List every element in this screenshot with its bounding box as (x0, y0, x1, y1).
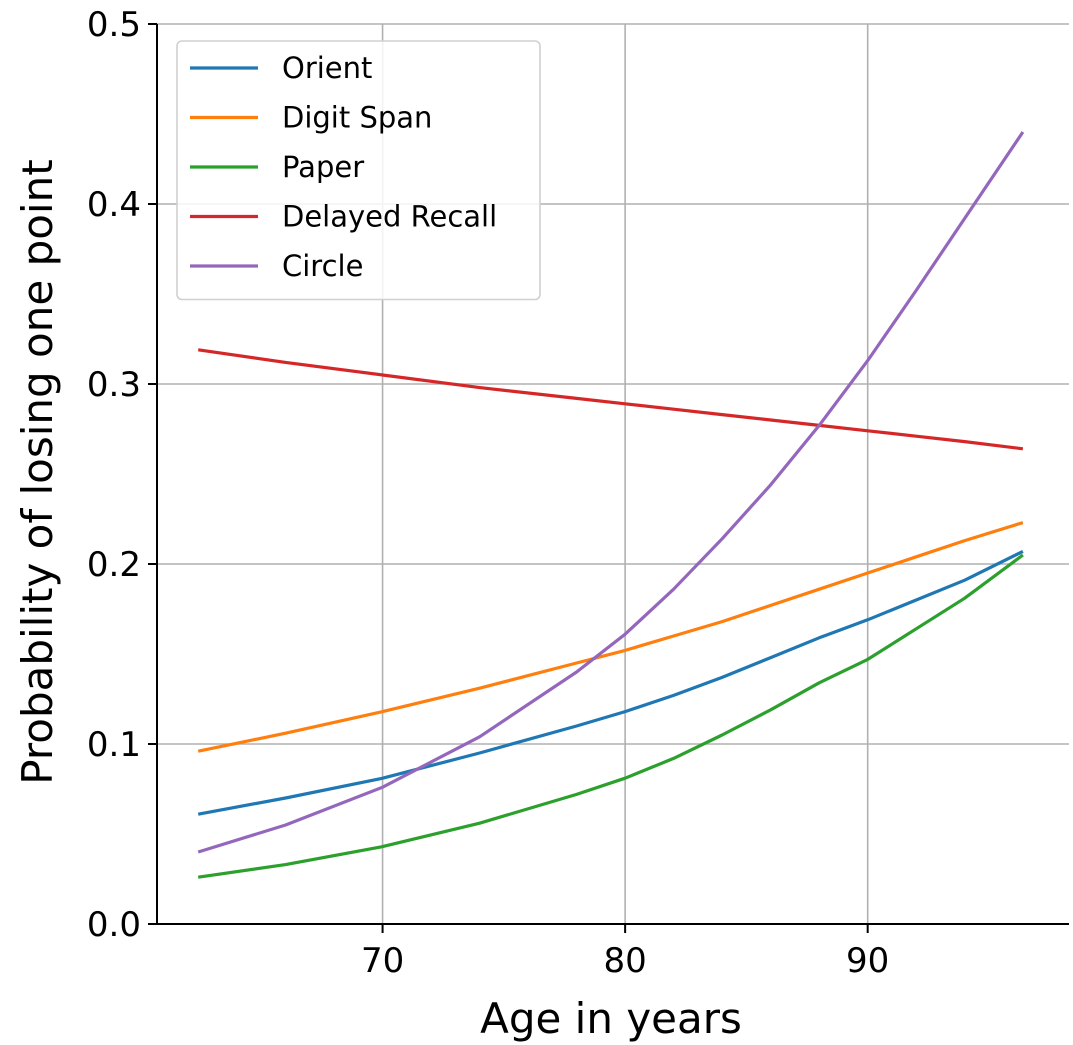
y-tick-label: 0.4 (87, 185, 141, 225)
x-tick-label: 70 (361, 941, 404, 981)
y-tick-label: 0.1 (87, 725, 141, 765)
legend-frame (176, 40, 541, 301)
series-line-delayed-recall (197, 348, 1024, 451)
legend-label: Delayed Recall (282, 200, 497, 234)
y-axis-label: Probability of losing one point (13, 159, 62, 784)
tick-labels: 70 80 90 0.0 0.1 0.2 0.3 0.4 0.5 (87, 5, 889, 981)
legend: Orient Digit Span Paper Delayed Recall Circl… (176, 40, 541, 301)
series-line-orient (197, 549, 1024, 816)
y-tick-label: 0.0 (87, 905, 141, 945)
axes (156, 24, 1069, 925)
legend-label: Paper (282, 150, 364, 184)
x-tick-label: 80 (603, 941, 646, 981)
y-tick-label: 0.3 (87, 365, 141, 405)
y-tick-label: 0.2 (87, 545, 141, 585)
series-lines (197, 131, 1025, 879)
legend-label: Circle (282, 249, 363, 283)
y-tick-label: 0.5 (87, 5, 141, 45)
series-line-paper (197, 553, 1024, 879)
series-line-digit-span (197, 521, 1024, 753)
legend-label: Digit Span (282, 101, 432, 135)
series-line-circle (197, 131, 1025, 854)
legend-label: Orient (282, 51, 372, 85)
x-axis-label: Age in years (480, 994, 742, 1043)
x-tick-label: 90 (846, 941, 889, 981)
